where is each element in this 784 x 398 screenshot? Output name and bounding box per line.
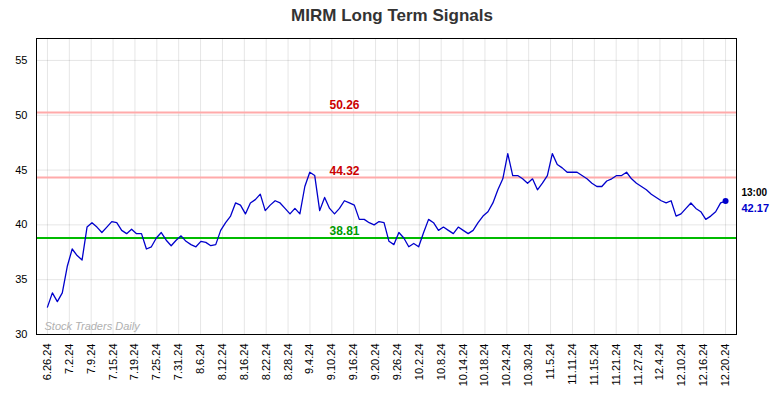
- svg-text:Stock Traders Daily: Stock Traders Daily: [45, 320, 142, 332]
- svg-text:10.14.24: 10.14.24: [457, 344, 469, 387]
- svg-text:50: 50: [15, 109, 27, 121]
- svg-text:55: 55: [15, 54, 27, 66]
- svg-text:9.26.24: 9.26.24: [391, 344, 403, 381]
- svg-text:10.18.24: 10.18.24: [478, 344, 490, 387]
- svg-text:12.10.24: 12.10.24: [675, 344, 687, 387]
- svg-text:42.17: 42.17: [742, 202, 770, 214]
- svg-text:7.31.24: 7.31.24: [172, 344, 184, 381]
- svg-text:9.4.24: 9.4.24: [303, 344, 315, 375]
- html-text:MIRM Long Term Signals: MIRM Long Term Signals: [291, 6, 493, 25]
- svg-text:10.24.24: 10.24.24: [500, 344, 512, 387]
- svg-text:9.10.24: 9.10.24: [325, 344, 337, 381]
- svg-text:11.27.24: 11.27.24: [632, 344, 644, 386]
- svg-text:12.16.24: 12.16.24: [697, 344, 709, 387]
- svg-text:11.21.24: 11.21.24: [610, 344, 622, 386]
- svg-text:9.20.24: 9.20.24: [369, 344, 381, 381]
- svg-text:8.6.24: 8.6.24: [194, 344, 206, 375]
- svg-text:13:00: 13:00: [742, 187, 768, 198]
- svg-text:38.81: 38.81: [329, 224, 359, 238]
- svg-text:7.9.24: 7.9.24: [85, 344, 97, 375]
- svg-text:7.25.24: 7.25.24: [150, 344, 162, 381]
- svg-text:11.11.24: 11.11.24: [566, 344, 578, 385]
- svg-text:7.2.24: 7.2.24: [63, 344, 75, 375]
- svg-text:12.20.24: 12.20.24: [719, 344, 731, 387]
- svg-text:9.16.24: 9.16.24: [347, 344, 359, 381]
- svg-text:6.26.24: 6.26.24: [41, 344, 53, 381]
- svg-text:35: 35: [15, 273, 27, 285]
- svg-text:8.22.24: 8.22.24: [260, 344, 272, 381]
- svg-text:11.15.24: 11.15.24: [588, 344, 600, 386]
- svg-text:8.16.24: 8.16.24: [238, 344, 250, 381]
- svg-text:7.19.24: 7.19.24: [128, 344, 140, 381]
- svg-text:30: 30: [15, 328, 27, 340]
- svg-text:10.2.24: 10.2.24: [413, 344, 425, 381]
- svg-text:50.26: 50.26: [329, 98, 359, 112]
- svg-text:11.5.24: 11.5.24: [544, 344, 556, 380]
- svg-text:8.28.24: 8.28.24: [282, 344, 294, 381]
- svg-text:10.30.24: 10.30.24: [522, 344, 534, 387]
- svg-text:40: 40: [15, 218, 27, 230]
- svg-text:44.32: 44.32: [329, 164, 359, 178]
- svg-text:12.4.24: 12.4.24: [653, 344, 665, 381]
- svg-text:45: 45: [15, 164, 27, 176]
- svg-text:8.12.24: 8.12.24: [216, 344, 228, 381]
- svg-text:10.8.24: 10.8.24: [435, 344, 447, 381]
- svg-text:7.15.24: 7.15.24: [107, 344, 119, 381]
